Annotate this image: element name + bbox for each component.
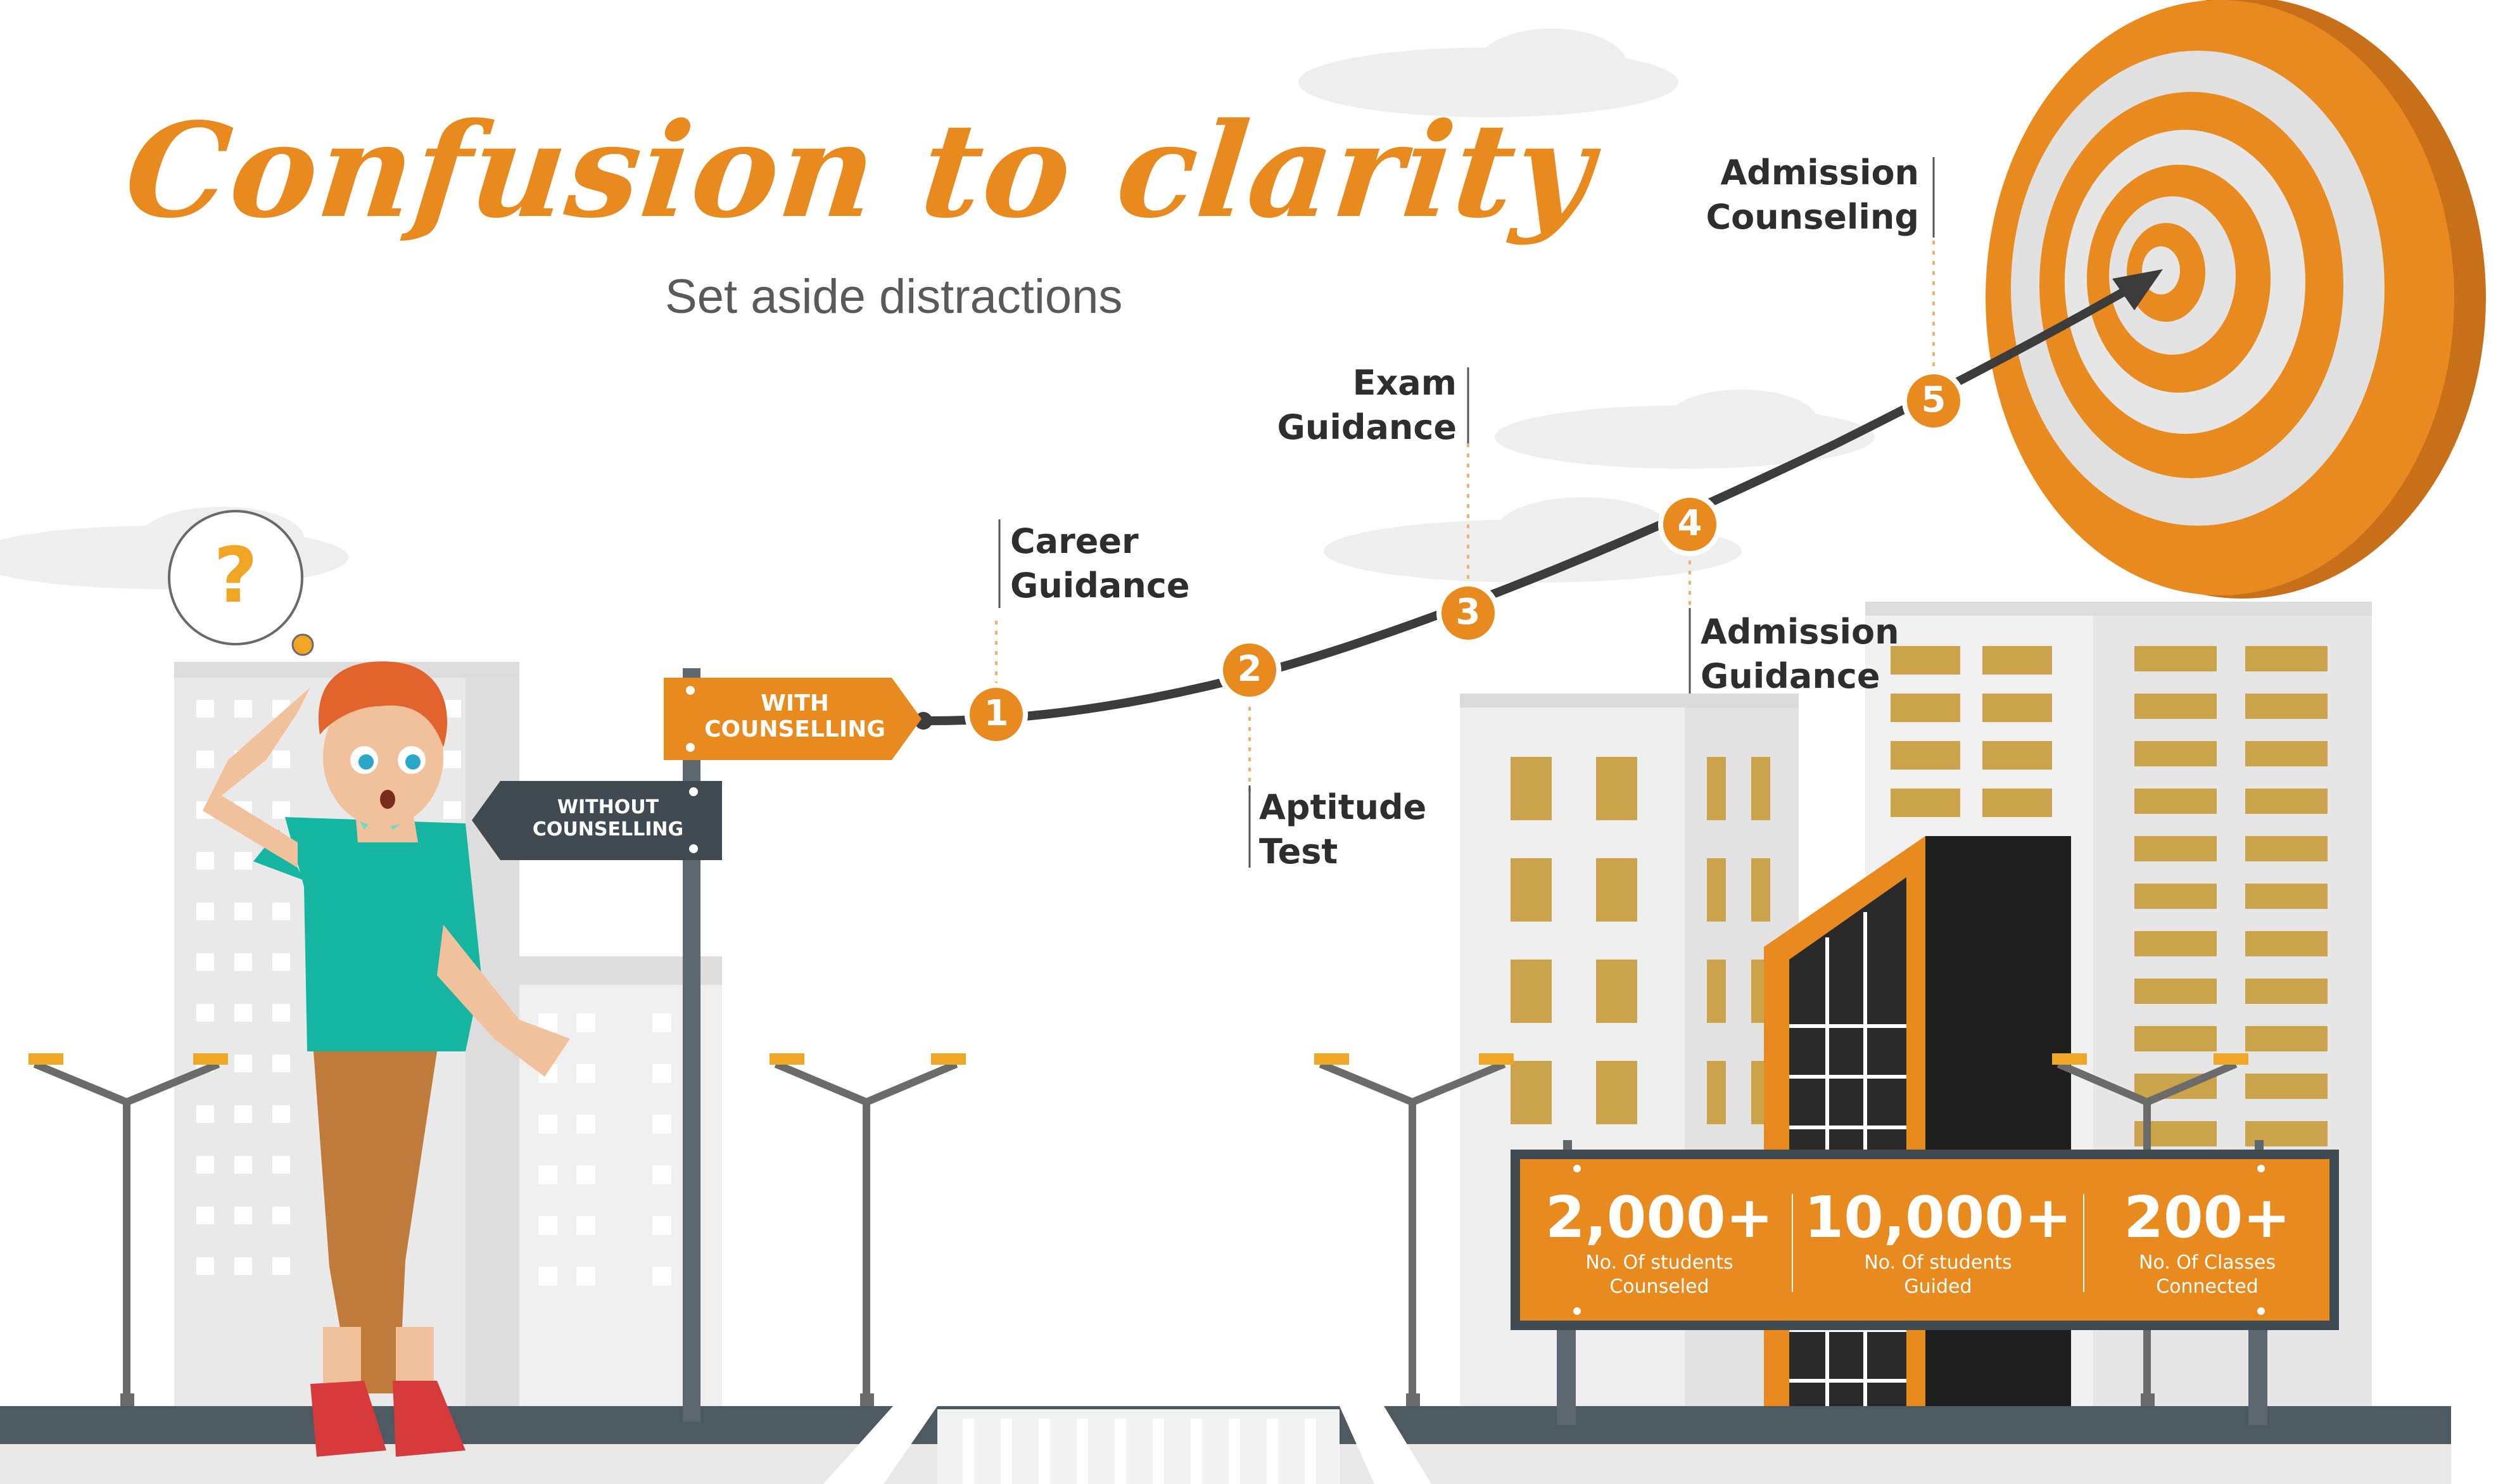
with-counselling-sign [664, 678, 922, 760]
step-5-number: 5 [1921, 379, 1946, 421]
thought-bubble [168, 510, 303, 645]
stat-caption-line2: Guided [1904, 1276, 1972, 1298]
step-5-line1: Admission [1720, 153, 1919, 193]
step-4-number: 4 [1677, 503, 1702, 544]
target-icon [1986, 0, 2486, 599]
step-5-marker [1902, 369, 1965, 433]
question-mark-icon: ? [213, 532, 258, 620]
with-label-line1: WITH [761, 690, 829, 716]
step-4-marker [1658, 493, 1721, 556]
step-1-number: 1 [984, 693, 1009, 734]
stat-caption-line2: Counseled [1609, 1276, 1709, 1298]
step-1-line1: Career [1010, 521, 1139, 561]
confused-boy-figure [203, 661, 570, 1457]
page-subtitle: Set aside distractions [665, 270, 1123, 324]
stat-caption-line2: Connected [2156, 1276, 2259, 1298]
step-3-number: 3 [1455, 592, 1481, 633]
with-label-line2: COUNSELLING [704, 716, 885, 743]
step-4-label: Admission Guidance [1701, 610, 1899, 699]
stats-billboard [1511, 1140, 2339, 1425]
step-1-label: Career Guidance [1010, 519, 1189, 608]
stat-caption-line1: No. Of Classes [2138, 1252, 2276, 1274]
without-label-line2: COUNSELLING [532, 818, 684, 840]
stat-value: 200+ [2124, 1184, 2291, 1251]
step-5-label: Admission Counseling [1647, 151, 1920, 239]
road [0, 1406, 2451, 1484]
without-label-line1: WITHOUT [557, 796, 659, 818]
stat-classes-connected: 200+ No. Of Classes Connected [2090, 1184, 2324, 1299]
step-4-line1: Admission [1701, 612, 1899, 652]
stat-students-guided: 10,000+ No. Of students Guided [1802, 1184, 2074, 1299]
stat-caption-line1: No. Of students [1585, 1252, 1733, 1274]
step-3-label: Exam Guidance [1203, 361, 1457, 450]
step-2-number: 2 [1237, 649, 1262, 690]
step-2-marker [1218, 638, 1281, 702]
step-3-marker [1436, 581, 1500, 645]
journey-path [919, 272, 2155, 726]
stat-value: 10,000+ [1804, 1184, 2072, 1251]
step-3-line2: Guidance [1277, 407, 1457, 447]
arrow-head-icon [2112, 269, 2163, 310]
step-markers [965, 369, 1965, 746]
stat-value: 2,000+ [1545, 1184, 1774, 1251]
with-counselling-label: WITH COUNSELLING [668, 690, 922, 743]
step-3-line1: Exam [1352, 363, 1457, 403]
step-5-line2: Counseling [1706, 197, 1920, 237]
step-1-line2: Guidance [1010, 566, 1190, 606]
step-4-line2: Guidance [1701, 656, 1880, 696]
step-1-marker [965, 683, 1028, 746]
without-counselling-sign [472, 781, 722, 860]
step-2-line1: Aptitude [1259, 787, 1427, 827]
stat-students-counseled: 2,000+ No. Of students Counseled [1533, 1184, 1786, 1299]
stat-caption-line1: No. Of students [1864, 1252, 2012, 1274]
leader-lines [995, 241, 1935, 798]
page-title: Confusion to clarity [118, 95, 1601, 247]
step-2-label: Aptitude Test [1259, 785, 1426, 874]
without-counselling-label: WITHOUT COUNSELLING [500, 796, 716, 840]
step-2-line2: Test [1259, 832, 1338, 872]
